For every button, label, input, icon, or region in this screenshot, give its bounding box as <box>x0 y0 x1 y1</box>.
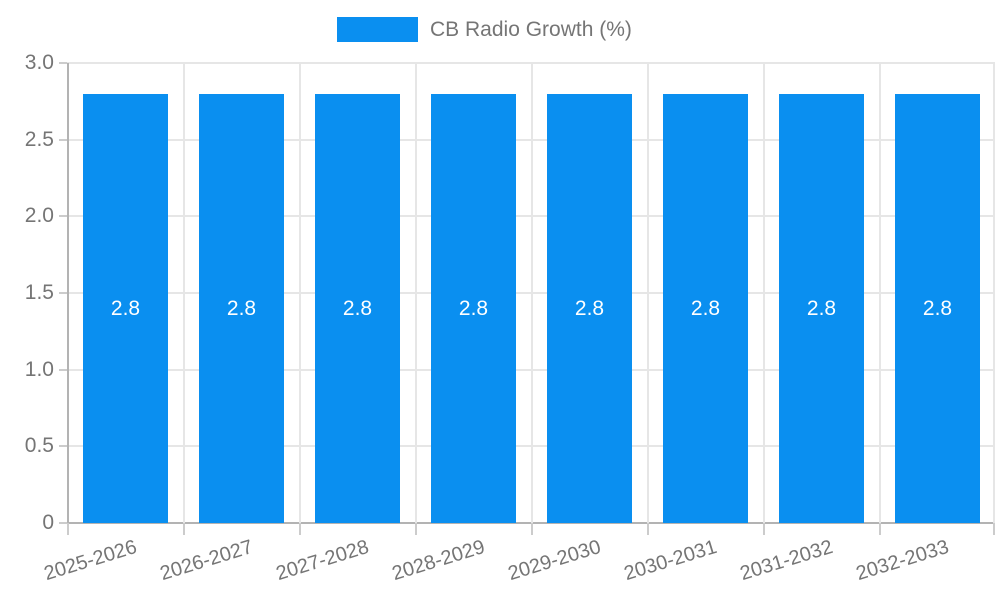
bar[interactable]: 2.8 <box>315 94 400 523</box>
bar-value-label: 2.8 <box>226 296 257 320</box>
vertical-gridline <box>763 63 765 523</box>
y-axis-tick <box>59 62 67 64</box>
y-axis-tick <box>59 292 67 294</box>
bar-value-label: 2.8 <box>806 296 837 320</box>
y-axis-tick <box>59 215 67 218</box>
bar-value-label: 2.8 <box>922 296 953 320</box>
vertical-gridline <box>183 63 185 523</box>
bar-value-label: 2.8 <box>574 296 605 320</box>
y-axis-tick <box>59 522 67 524</box>
y-axis-tick-label: 2.0 <box>24 204 54 228</box>
x-axis-tick <box>531 523 533 535</box>
y-axis-tick-label: 2.5 <box>24 127 54 151</box>
y-axis-line <box>67 63 69 523</box>
y-axis-tick <box>59 138 67 141</box>
y-axis-tick-label: 1.0 <box>24 357 54 381</box>
bar[interactable]: 2.8 <box>547 94 632 523</box>
bar-value-label: 2.8 <box>458 296 489 320</box>
vertical-gridline <box>415 63 417 523</box>
x-axis-tick <box>993 523 995 535</box>
x-axis-tick <box>647 523 649 535</box>
vertical-gridline <box>299 63 301 523</box>
x-axis-tick <box>183 523 185 535</box>
vertical-gridline <box>879 63 881 523</box>
bar[interactable]: 2.8 <box>663 94 748 523</box>
legend-swatch-icon[interactable] <box>337 17 418 42</box>
vertical-gridline <box>993 63 995 523</box>
bar-value-label: 2.8 <box>342 296 373 320</box>
x-axis-tick <box>67 523 69 535</box>
bar-value-label: 2.8 <box>110 296 141 320</box>
x-axis-tick <box>299 523 301 535</box>
x-axis-tick <box>763 523 765 535</box>
legend: CB Radio Growth (%) <box>0 17 1000 43</box>
bar[interactable]: 2.8 <box>431 94 516 523</box>
y-axis-tick <box>59 368 67 371</box>
x-axis-tick <box>415 523 417 535</box>
bar[interactable]: 2.8 <box>83 94 168 523</box>
bar[interactable]: 2.8 <box>895 94 980 523</box>
legend-label[interactable]: CB Radio Growth (%) <box>430 18 632 41</box>
y-axis-tick <box>59 445 67 448</box>
y-axis-tick-label: 0 <box>42 511 54 534</box>
plot-area: 2.8 2.8 2.8 2.8 2.8 2.8 2.8 2.8 <box>67 62 995 524</box>
y-axis-tick-label: 1.5 <box>24 281 54 304</box>
y-axis-tick-label: 3.0 <box>24 51 54 74</box>
bar[interactable]: 2.8 <box>779 94 864 523</box>
vertical-gridline <box>531 63 533 523</box>
x-axis-tick <box>879 523 881 535</box>
bar-value-label: 2.8 <box>690 296 721 320</box>
bar[interactable]: 2.8 <box>199 94 284 523</box>
y-axis-tick-label: 0.5 <box>24 434 54 458</box>
vertical-gridline <box>647 63 649 523</box>
